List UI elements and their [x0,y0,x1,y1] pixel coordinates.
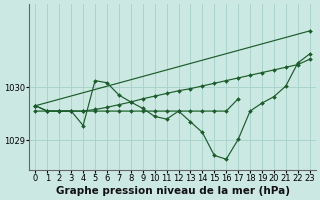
X-axis label: Graphe pression niveau de la mer (hPa): Graphe pression niveau de la mer (hPa) [56,186,290,196]
